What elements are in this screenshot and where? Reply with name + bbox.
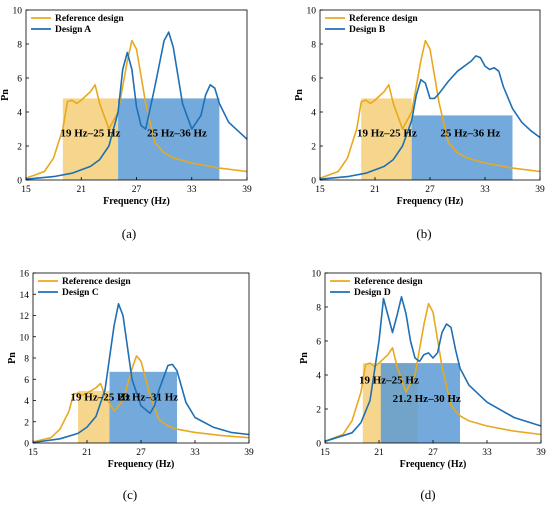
band-label: 19 Hz–25 Hz (357, 128, 417, 140)
y-tick-label: 10 (13, 7, 23, 17)
x-tick-label: 39 (244, 448, 254, 458)
x-tick-label: 39 (536, 448, 546, 458)
x-axis-label: Frequency (Hz) (108, 459, 175, 470)
y-tick-label: 2 (311, 143, 316, 153)
y-tick-label: 4 (24, 397, 29, 407)
legend-label-reference: Reference design (62, 277, 131, 287)
x-axis-label: Frequency (Hz) (103, 196, 170, 207)
panel-b: 19 Hz–25 Hz 25 Hz–36 Hz 15 21 27 33 39 0 2 4 6 8 10 F… (294, 7, 545, 242)
y-tick-label: 10 (20, 333, 30, 343)
reference-line (25, 39, 248, 180)
band-label: 25 Hz–36 Hz (147, 128, 207, 140)
x-tick-label: 21 (374, 448, 384, 458)
band-label: 25 Hz–36 Hz (440, 128, 500, 140)
y-axis-label: Pn (0, 89, 11, 101)
band-label: 23 Hz–31 Hz (118, 392, 178, 404)
x-axis-label: Frequency (Hz) (397, 196, 464, 207)
x-tick-label: 21 (82, 448, 92, 458)
y-tick-label: 4 (316, 372, 321, 382)
y-tick-label: 10 (312, 270, 322, 280)
panel-caption: (b) (416, 226, 431, 241)
band-label: 21.2 Hz–30 Hz (393, 393, 461, 405)
x-tick-label: 21 (77, 185, 87, 195)
x-axis-label: Frequency (Hz) (400, 459, 467, 470)
reference-line (324, 302, 542, 443)
y-tick-label: 4 (311, 109, 316, 119)
y-tick-label: 6 (17, 75, 22, 85)
y-tick-label: 2 (316, 406, 321, 416)
y-tick-label: 16 (20, 270, 30, 280)
x-tick-label: 33 (482, 448, 492, 458)
reference-line (319, 39, 541, 180)
legend-label-design: Design C (62, 288, 99, 298)
panel-caption: (a) (122, 226, 136, 241)
band-label: 19 Hz–25 Hz (61, 128, 121, 140)
y-tick-label: 6 (311, 75, 316, 85)
design-line (32, 303, 250, 444)
design-line (319, 55, 541, 180)
x-tick-label: 27 (425, 185, 435, 195)
y-axis-label: Pn (294, 89, 305, 101)
panel-caption: (c) (123, 487, 137, 502)
y-tick-label: 0 (311, 177, 316, 187)
band-design (411, 115, 513, 180)
band-design (380, 363, 460, 443)
y-tick-label: 2 (17, 143, 22, 153)
y-tick-label: 14 (20, 291, 30, 301)
panel-a: 19 Hz–25 Hz 25 Hz–36 Hz 15 21 27 33 39 0 2 4 6 8 10 F… (0, 7, 252, 242)
legend-label-reference: Reference design (349, 14, 418, 24)
design-line (324, 296, 542, 443)
legend-label-reference: Reference design (354, 277, 423, 287)
y-axis-label: Pn (299, 352, 310, 364)
legend-label-design: Design B (349, 25, 386, 35)
y-tick-label: 2 (24, 418, 29, 428)
x-tick-label: 15 (320, 448, 330, 458)
x-tick-label: 33 (190, 448, 200, 458)
x-tick-label: 15 (21, 185, 31, 195)
x-tick-label: 15 (315, 185, 325, 195)
x-tick-label: 27 (132, 185, 142, 195)
band-label: 19 Hz–25 Hz (71, 392, 131, 404)
legend-label-reference: Reference design (55, 14, 124, 24)
x-tick-label: 21 (370, 185, 380, 195)
x-tick-label: 27 (136, 448, 146, 458)
y-tick-label: 6 (316, 338, 321, 348)
y-axis-label: Pn (7, 352, 18, 364)
legend-label-design: Design D (354, 288, 391, 298)
y-tick-label: 8 (316, 304, 321, 314)
band-reference (78, 390, 110, 443)
y-tick-label: 0 (316, 440, 321, 450)
y-tick-label: 8 (24, 355, 29, 365)
x-tick-label: 39 (535, 185, 545, 195)
x-tick-label: 15 (28, 448, 38, 458)
y-tick-label: 4 (17, 109, 22, 119)
x-tick-label: 39 (242, 185, 252, 195)
band-label: 19 Hz–25 Hz (359, 375, 419, 387)
x-tick-label: 33 (480, 185, 490, 195)
y-tick-label: 0 (24, 440, 29, 450)
y-tick-label: 8 (311, 41, 316, 51)
legend-label-design: Design A (55, 25, 91, 35)
reference-line (32, 355, 250, 443)
y-tick-label: 8 (17, 41, 22, 51)
y-tick-label: 0 (17, 177, 22, 187)
x-tick-label: 27 (428, 448, 438, 458)
y-tick-label: 10 (307, 7, 317, 17)
band-reference (361, 98, 412, 180)
panel-caption: (d) (420, 487, 435, 502)
y-tick-label: 6 (24, 376, 29, 386)
y-tick-label: 12 (20, 312, 30, 322)
x-tick-label: 33 (187, 185, 197, 195)
design-line (25, 31, 248, 180)
panel-d: 19 Hz–25 Hz 21.2 Hz–30 Hz 15 21 27 33 39 0 2 4 6 8 1… (299, 270, 546, 503)
